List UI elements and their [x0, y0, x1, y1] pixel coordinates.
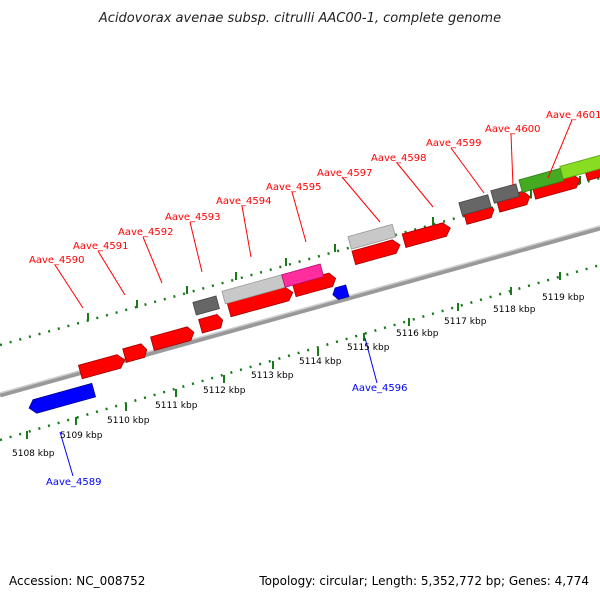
- gene-label[interactable]: Aave_4590: [29, 255, 85, 266]
- kbp-label: 5108 kbp: [12, 449, 55, 459]
- forward-gene-labels: Aave_4590 Aave_4591 Aave_4592 Aave_4593 …: [29, 110, 600, 266]
- kbp-scale: 5108 kbp 5109 kbp 5110 kbp 5111 kbp 5112…: [12, 293, 585, 459]
- lower-tick-track: [0, 263, 600, 442]
- gene-label[interactable]: Aave_4589: [46, 477, 102, 488]
- reverse-gene-labels: Aave_4589 Aave_4596: [46, 383, 408, 488]
- gene-label[interactable]: Aave_4592: [118, 227, 174, 238]
- feature-layer: [20, 148, 600, 415]
- topology-text: Topology: circular; Length: 5,352,772 bp…: [258, 574, 589, 588]
- reverse-genes[interactable]: [20, 284, 357, 415]
- gene-label[interactable]: Aave_4591: [73, 241, 129, 252]
- kbp-label: 5119 kbp: [542, 293, 585, 303]
- gene-label[interactable]: Aave_4598: [371, 153, 427, 164]
- forward-genes-inner[interactable]: [64, 154, 600, 380]
- map-title: Acidovorax avenae subsp. citrulli AAC00-…: [98, 11, 501, 26]
- upper-tick-track: [0, 176, 600, 347]
- gene-label[interactable]: Aave_4600: [485, 124, 541, 135]
- leader-lines: [54, 119, 573, 477]
- kbp-label: 5111 kbp: [155, 401, 198, 411]
- accession-text: Accession: NC_008752: [9, 574, 145, 588]
- gene-label[interactable]: Aave_4595: [266, 182, 322, 193]
- gene-label[interactable]: Aave_4594: [216, 196, 272, 207]
- kbp-label: 5117 kbp: [444, 317, 487, 327]
- kbp-label: 5113 kbp: [251, 371, 294, 381]
- forward-features-outer[interactable]: [184, 148, 600, 316]
- kbp-label: 5115 kbp: [347, 343, 390, 353]
- lower-major-ticks: [26, 272, 561, 439]
- gene-label[interactable]: Aave_4599: [426, 138, 482, 149]
- kbp-label: 5114 kbp: [299, 357, 342, 367]
- gene-label[interactable]: Aave_4597: [317, 168, 373, 179]
- kbp-label: 5116 kbp: [396, 329, 439, 339]
- kbp-label: 5118 kbp: [493, 305, 536, 315]
- gene-label[interactable]: Aave_4596: [352, 383, 408, 394]
- upper-major-ticks: [87, 176, 581, 321]
- kbp-label: 5112 kbp: [203, 386, 246, 396]
- gene-label[interactable]: Aave_4601: [546, 110, 600, 121]
- gene-label[interactable]: Aave_4593: [165, 212, 221, 223]
- kbp-label: 5110 kbp: [107, 416, 150, 426]
- kbp-label: 5109 kbp: [60, 431, 103, 441]
